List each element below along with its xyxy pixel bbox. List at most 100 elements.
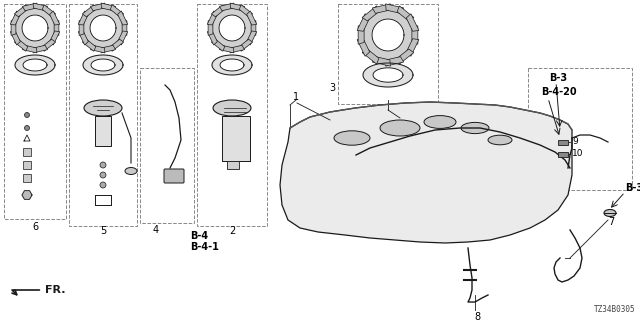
Bar xyxy=(227,161,239,169)
Ellipse shape xyxy=(84,100,122,116)
Polygon shape xyxy=(220,45,234,53)
Polygon shape xyxy=(212,8,252,48)
Bar xyxy=(558,152,568,157)
Polygon shape xyxy=(15,55,55,75)
Bar xyxy=(95,116,111,146)
Polygon shape xyxy=(211,5,225,17)
Ellipse shape xyxy=(424,116,456,128)
Bar xyxy=(23,161,31,169)
Text: TZ34B0305: TZ34B0305 xyxy=(593,305,635,314)
Text: 6: 6 xyxy=(32,222,38,232)
Polygon shape xyxy=(220,3,234,11)
Text: 2: 2 xyxy=(229,226,235,236)
Polygon shape xyxy=(118,31,128,45)
Ellipse shape xyxy=(380,120,420,136)
Ellipse shape xyxy=(213,100,251,116)
Polygon shape xyxy=(220,59,244,71)
Polygon shape xyxy=(239,5,253,17)
Polygon shape xyxy=(90,3,105,11)
Polygon shape xyxy=(90,15,116,41)
Bar xyxy=(558,140,568,145)
Polygon shape xyxy=(246,11,257,25)
Polygon shape xyxy=(280,102,572,243)
Polygon shape xyxy=(101,3,115,11)
Polygon shape xyxy=(78,31,88,45)
Ellipse shape xyxy=(461,122,489,134)
Polygon shape xyxy=(14,39,28,51)
Polygon shape xyxy=(207,31,218,45)
Polygon shape xyxy=(208,20,213,36)
Text: 5: 5 xyxy=(100,226,106,236)
Text: 8: 8 xyxy=(474,312,480,320)
Circle shape xyxy=(100,162,106,168)
Polygon shape xyxy=(101,45,115,53)
Polygon shape xyxy=(83,8,123,48)
Polygon shape xyxy=(33,45,47,53)
Ellipse shape xyxy=(125,167,137,174)
Polygon shape xyxy=(42,39,56,51)
Polygon shape xyxy=(251,20,256,36)
Polygon shape xyxy=(83,55,123,75)
Text: 10: 10 xyxy=(572,149,584,158)
Polygon shape xyxy=(357,39,370,56)
Polygon shape xyxy=(42,5,56,17)
Text: B-4-1: B-4-1 xyxy=(190,242,219,252)
Ellipse shape xyxy=(334,131,370,145)
Text: B-3: B-3 xyxy=(549,73,567,83)
Polygon shape xyxy=(11,20,16,36)
Polygon shape xyxy=(372,57,390,66)
Polygon shape xyxy=(230,3,244,11)
Polygon shape xyxy=(10,11,20,25)
Bar xyxy=(197,4,267,226)
Polygon shape xyxy=(246,31,257,45)
Polygon shape xyxy=(219,15,245,41)
Polygon shape xyxy=(110,39,124,51)
Polygon shape xyxy=(412,26,418,44)
Polygon shape xyxy=(372,19,404,51)
Polygon shape xyxy=(83,39,96,51)
Polygon shape xyxy=(362,6,379,21)
Circle shape xyxy=(24,125,29,131)
Polygon shape xyxy=(122,20,127,36)
Text: 9: 9 xyxy=(572,138,578,147)
Bar xyxy=(140,68,194,223)
Polygon shape xyxy=(90,45,105,53)
Polygon shape xyxy=(230,45,244,53)
Bar xyxy=(222,116,250,161)
Polygon shape xyxy=(212,55,252,75)
Polygon shape xyxy=(239,39,253,51)
Polygon shape xyxy=(50,31,60,45)
Circle shape xyxy=(24,113,29,117)
Polygon shape xyxy=(50,11,60,25)
Text: B-3: B-3 xyxy=(625,183,640,193)
Polygon shape xyxy=(357,14,370,31)
Polygon shape xyxy=(406,14,419,31)
Text: 1: 1 xyxy=(293,92,299,102)
Polygon shape xyxy=(14,5,28,17)
FancyBboxPatch shape xyxy=(164,169,184,183)
Polygon shape xyxy=(110,5,124,17)
Polygon shape xyxy=(22,191,32,199)
Polygon shape xyxy=(79,20,84,36)
Text: FR.: FR. xyxy=(12,285,65,295)
Polygon shape xyxy=(397,49,414,64)
Polygon shape xyxy=(118,11,128,25)
Polygon shape xyxy=(386,4,404,13)
Polygon shape xyxy=(406,39,419,56)
Polygon shape xyxy=(22,15,48,41)
Polygon shape xyxy=(372,4,390,13)
Text: B-4: B-4 xyxy=(190,231,208,241)
Polygon shape xyxy=(23,59,47,71)
Polygon shape xyxy=(83,5,96,17)
Polygon shape xyxy=(397,6,414,21)
Circle shape xyxy=(100,182,106,188)
Polygon shape xyxy=(363,10,413,60)
Polygon shape xyxy=(15,8,55,48)
Bar xyxy=(338,4,438,104)
Circle shape xyxy=(100,172,106,178)
Polygon shape xyxy=(358,26,364,44)
Polygon shape xyxy=(207,11,218,25)
Polygon shape xyxy=(22,3,37,11)
Polygon shape xyxy=(33,3,47,11)
Ellipse shape xyxy=(488,135,512,145)
